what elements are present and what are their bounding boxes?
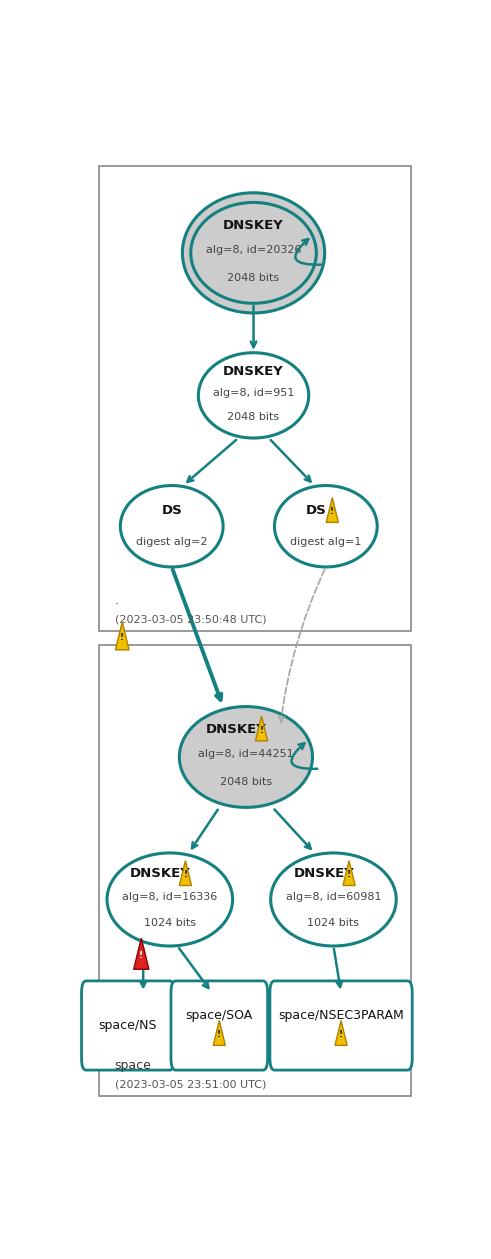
Text: alg=8, id=16336: alg=8, id=16336	[122, 893, 218, 903]
Text: 2048 bits: 2048 bits	[220, 777, 272, 787]
Text: !: !	[330, 507, 334, 516]
FancyBboxPatch shape	[270, 981, 412, 1070]
Text: (2023-03-05 23:51:00 UTC): (2023-03-05 23:51:00 UTC)	[115, 1079, 266, 1089]
Ellipse shape	[179, 706, 312, 807]
Text: !: !	[120, 633, 124, 642]
Polygon shape	[335, 1021, 347, 1045]
Ellipse shape	[107, 852, 233, 946]
Polygon shape	[255, 716, 268, 740]
Text: digest alg=2: digest alg=2	[136, 536, 208, 546]
Text: DNSKEY: DNSKEY	[130, 867, 191, 880]
Text: 2048 bits: 2048 bits	[227, 412, 279, 422]
Text: alg=8, id=60981: alg=8, id=60981	[286, 893, 381, 903]
Ellipse shape	[182, 193, 325, 313]
Polygon shape	[343, 861, 355, 885]
Text: !: !	[347, 870, 351, 879]
Text: space/NS: space/NS	[99, 1019, 157, 1032]
Text: space/NSEC3PARAM: space/NSEC3PARAM	[278, 1010, 404, 1022]
Text: space: space	[115, 1059, 152, 1073]
Text: space/SOA: space/SOA	[186, 1010, 253, 1022]
Ellipse shape	[198, 353, 309, 438]
Text: alg=8, id=951: alg=8, id=951	[213, 388, 294, 398]
FancyBboxPatch shape	[99, 166, 411, 631]
FancyBboxPatch shape	[82, 981, 174, 1070]
Text: !: !	[139, 952, 143, 961]
Text: DNSKEY: DNSKEY	[223, 365, 284, 379]
Text: DS: DS	[306, 505, 327, 517]
Text: alg=8, id=44251: alg=8, id=44251	[198, 749, 294, 759]
Polygon shape	[134, 938, 149, 969]
Polygon shape	[213, 1021, 225, 1045]
Text: 2048 bits: 2048 bits	[227, 273, 279, 283]
FancyBboxPatch shape	[171, 981, 268, 1070]
Text: (2023-03-05 23:50:48 UTC): (2023-03-05 23:50:48 UTC)	[115, 614, 266, 624]
Text: !: !	[183, 870, 188, 879]
Text: 1024 bits: 1024 bits	[307, 918, 359, 928]
Text: alg=8, id=20326: alg=8, id=20326	[206, 246, 301, 256]
Text: !: !	[339, 1030, 343, 1039]
Text: DNSKEY: DNSKEY	[294, 867, 355, 880]
Text: DS: DS	[162, 505, 182, 517]
Ellipse shape	[120, 486, 223, 567]
Text: 1024 bits: 1024 bits	[144, 918, 196, 928]
Text: DNSKEY: DNSKEY	[223, 219, 284, 232]
Text: !: !	[259, 725, 264, 734]
Text: digest alg=1: digest alg=1	[290, 536, 361, 546]
Polygon shape	[115, 622, 129, 650]
Polygon shape	[179, 861, 191, 885]
FancyBboxPatch shape	[99, 646, 411, 1097]
Text: !: !	[217, 1030, 221, 1039]
Text: DNSKEY: DNSKEY	[206, 723, 267, 735]
Ellipse shape	[191, 203, 316, 303]
Ellipse shape	[274, 486, 377, 567]
Ellipse shape	[271, 852, 396, 946]
Polygon shape	[326, 497, 338, 522]
Text: .: .	[115, 594, 119, 607]
